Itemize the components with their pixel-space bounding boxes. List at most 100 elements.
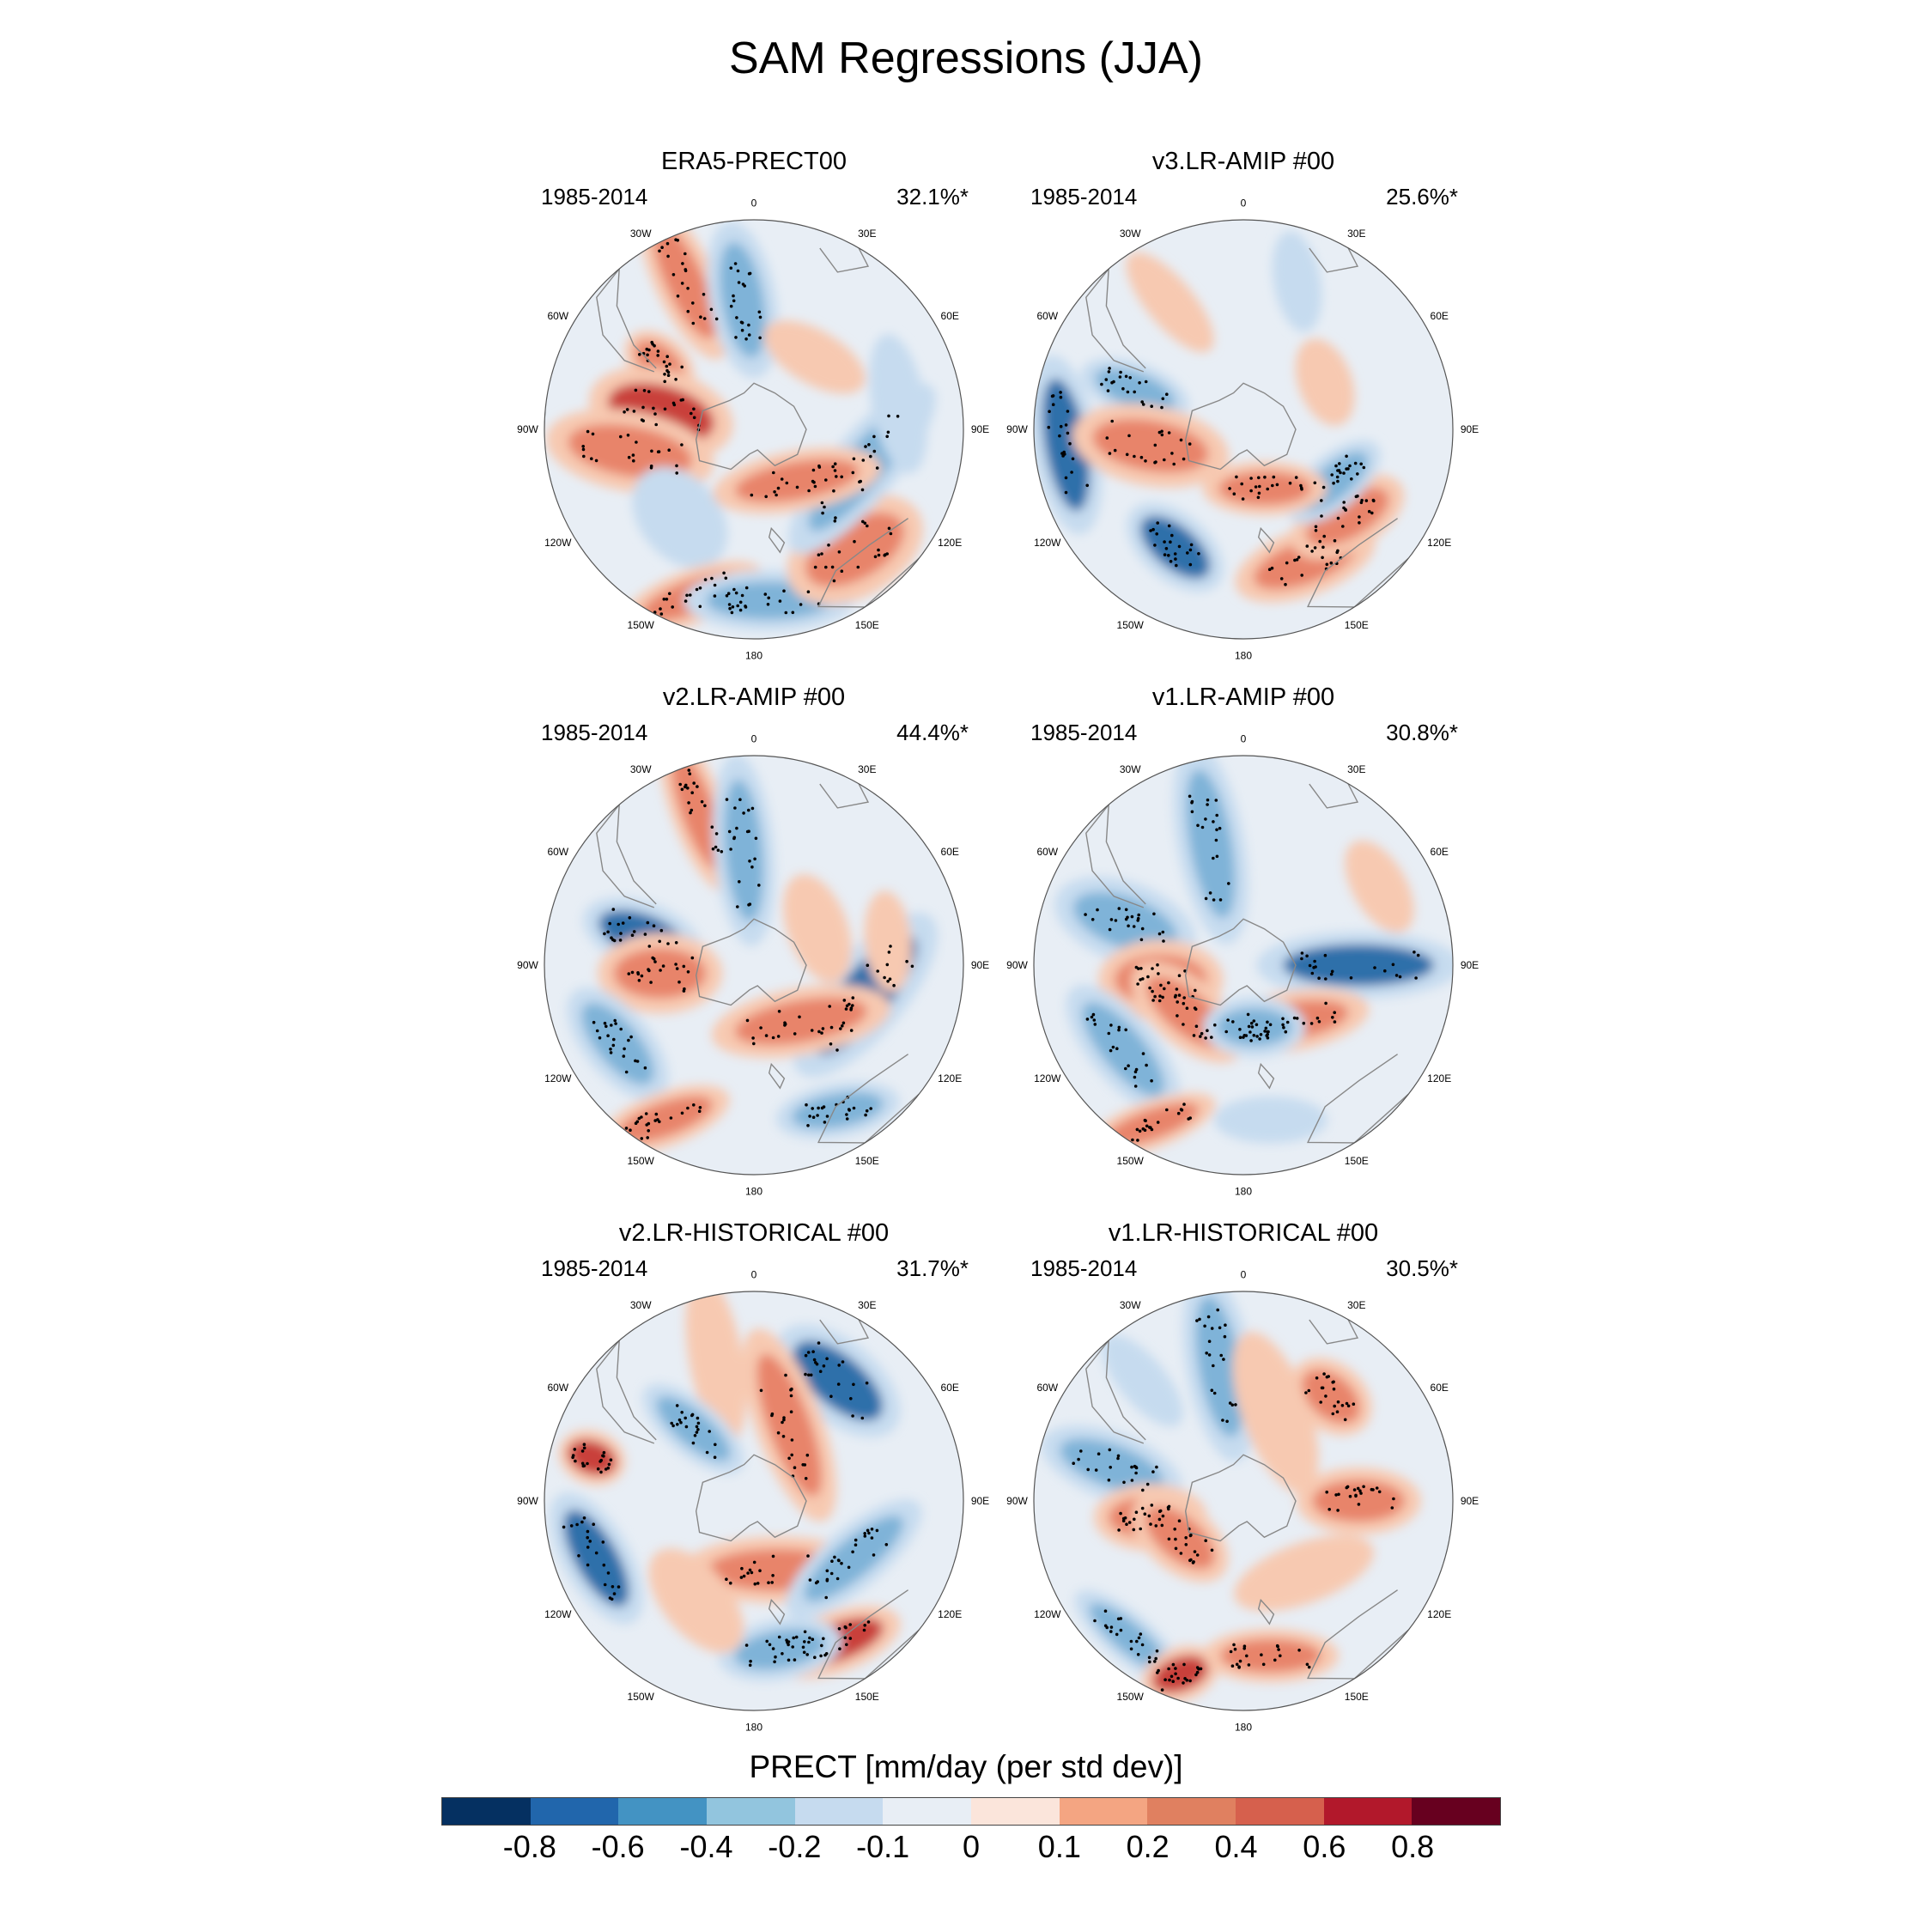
stipple-dot	[1109, 1048, 1113, 1053]
longitude-label: 120E	[1427, 1608, 1451, 1620]
stipple-dot	[603, 1021, 607, 1025]
stipple-dot	[1295, 1017, 1299, 1020]
antarctica-coastline	[1184, 918, 1297, 1006]
polar-map: 0 30E 60E 90E 120E 150E 180 150W 120W 90W 60W 30W	[517, 197, 989, 662]
stipple-dot	[1125, 453, 1129, 457]
stipple-dot	[1169, 540, 1172, 544]
stipple-dot	[1261, 1662, 1266, 1667]
stipple-dot	[682, 964, 686, 969]
stipple-dot	[1188, 1679, 1192, 1683]
stipple-dot	[686, 1106, 690, 1110]
colorbar-box	[707, 1798, 795, 1825]
stipple-dot	[735, 316, 738, 319]
longitude-label: 90E	[1461, 423, 1479, 435]
stipple-dot	[675, 967, 679, 970]
longitude-label: 120W	[1034, 537, 1061, 549]
stipple-dot	[1247, 1663, 1251, 1667]
stipple-dot	[1297, 556, 1301, 559]
stipple-dot	[649, 466, 653, 470]
longitude-label: 180	[745, 650, 762, 662]
stipple-dot	[791, 1645, 794, 1649]
anomaly-region	[792, 1091, 884, 1129]
colorbar-box	[794, 1798, 884, 1825]
stipple-dot	[676, 1423, 679, 1426]
new-zealand-coastline	[1257, 1598, 1275, 1625]
stipple-dot	[1165, 1108, 1169, 1112]
stipple-dot	[1079, 1449, 1083, 1453]
stipple-dot	[753, 857, 756, 861]
stipple-dot	[1250, 1025, 1255, 1029]
stipple-dot	[1238, 1028, 1242, 1031]
stipple-dot	[742, 811, 745, 815]
south-america-coastline	[596, 266, 657, 373]
stipple-dot	[1320, 514, 1323, 518]
significance-stipple	[581, 238, 900, 616]
stipple-dot	[1090, 1015, 1094, 1019]
stipple-dot	[740, 328, 744, 332]
stipple-dot	[828, 1005, 831, 1008]
stipple-dot	[773, 490, 776, 494]
stipple-dot	[1108, 367, 1111, 370]
stipple-dot	[714, 317, 719, 321]
longitude-label: 0	[1241, 733, 1247, 745]
stipple-dot	[696, 1416, 700, 1420]
stipple-dot	[820, 552, 823, 556]
stipple-dot	[840, 475, 843, 479]
stipple-dot	[1237, 1666, 1241, 1669]
stipple-dot	[1174, 557, 1177, 561]
stipple-dot	[750, 1571, 754, 1575]
stipple-dot	[1145, 1063, 1148, 1067]
stipple-dot	[1151, 989, 1154, 993]
stipple-dot	[562, 1525, 566, 1529]
stipple-dot	[883, 975, 886, 980]
stipple-dot	[1133, 390, 1136, 394]
stipple-dot	[821, 511, 824, 515]
stipple-dot	[592, 1522, 595, 1526]
stipple-dot	[1329, 972, 1334, 976]
stipple-dot	[677, 980, 681, 984]
stipple-dot	[1182, 457, 1186, 461]
anomaly-region	[1220, 1638, 1321, 1673]
field-layer	[1034, 220, 1453, 639]
anomaly-region	[724, 779, 764, 921]
africa-coastline	[819, 783, 870, 809]
map-panel-v2-historical: v2.LR-HISTORICAL #00 1985-2014 31.7%* 0 3…	[513, 1219, 994, 1734]
anomaly-region	[756, 1353, 823, 1497]
stipple-dot	[603, 932, 606, 936]
stipple-dot	[1214, 838, 1218, 842]
stipple-dot	[820, 1643, 823, 1648]
stipple-dot	[1171, 1680, 1175, 1683]
stipple-dot	[658, 249, 661, 253]
stipple-dot	[575, 1522, 579, 1527]
stipple-dot	[1314, 965, 1317, 969]
stipple-dot	[1325, 562, 1329, 567]
stipple-dot	[586, 1535, 589, 1540]
stipple-dot	[1414, 976, 1418, 980]
stipple-dot	[1345, 454, 1348, 459]
panel-variance-percent: 44.4%*	[896, 720, 969, 745]
stipple-dot	[829, 1571, 834, 1576]
stipple-dot	[1145, 1124, 1149, 1128]
stipple-dot	[1135, 1127, 1139, 1132]
stipple-dot	[1254, 485, 1258, 489]
stipple-dot	[1132, 925, 1136, 928]
anomaly-region	[777, 331, 852, 383]
stipple-dot	[758, 1569, 762, 1572]
colorbar-box	[618, 1798, 708, 1825]
stipple-dot	[1310, 971, 1315, 975]
stipple-dot	[1119, 370, 1122, 374]
stipple-dot	[807, 1640, 811, 1644]
stipple-dot	[662, 360, 666, 364]
stipple-dot	[1157, 999, 1162, 1003]
stipple-dot	[698, 586, 702, 590]
stipple-dot	[1255, 1035, 1259, 1038]
stipple-dot	[686, 787, 690, 790]
anomaly-region	[656, 1396, 731, 1461]
stipple-dot	[611, 1585, 615, 1589]
longitude-label: 0	[751, 1269, 757, 1281]
polar-map: 0 30E 60E 90E 120E 150E 180 150W 120W 90W 60W 30W	[1006, 733, 1479, 1198]
stipple-dot	[1190, 801, 1194, 805]
stipple-dot	[606, 930, 610, 934]
colorbar-tick-label: -0.8	[502, 1829, 556, 1864]
stipple-dot	[619, 434, 623, 439]
